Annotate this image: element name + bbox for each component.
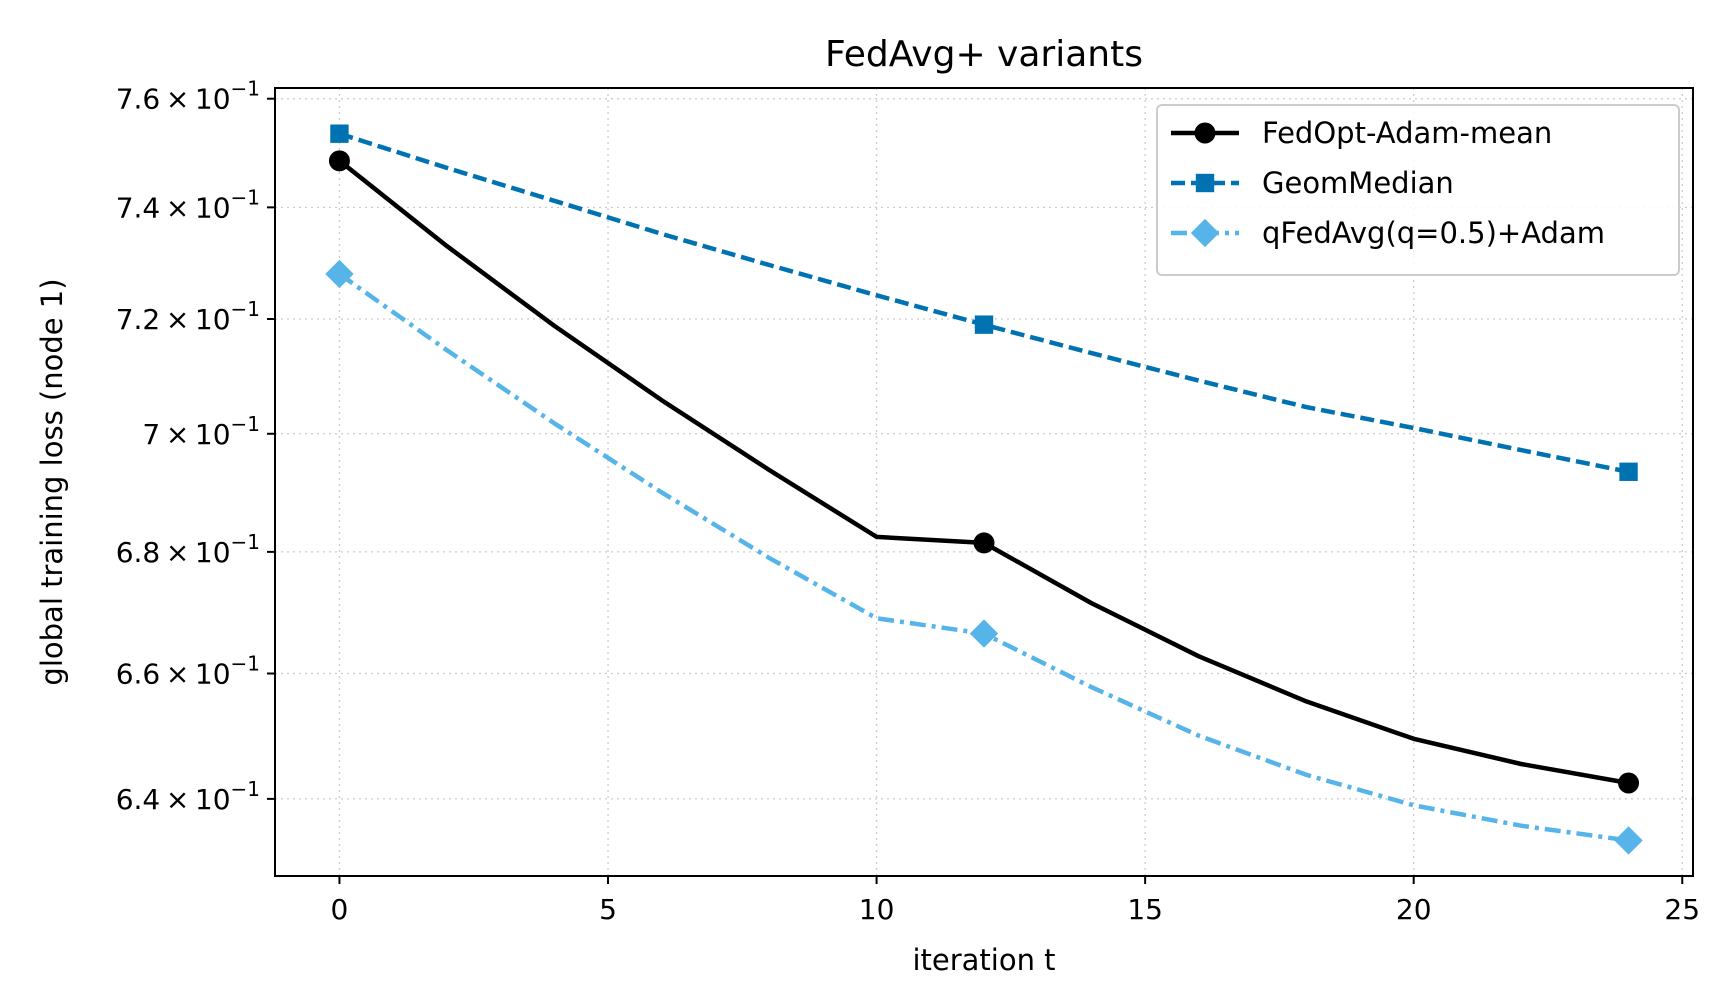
x-axis-label: iteration t xyxy=(912,943,1055,977)
legend-item: qFedAvg(q=0.5)+Adam xyxy=(1171,216,1605,250)
y-tick-label: 7.4 × 10−1 xyxy=(116,185,260,224)
y-tick-label: 6.6 × 10−1 xyxy=(116,652,260,691)
series-point xyxy=(328,150,350,172)
x-tick-label: 20 xyxy=(1396,893,1432,926)
series-line xyxy=(338,272,1629,843)
series-point xyxy=(1618,772,1640,794)
x-tick-label: 15 xyxy=(1127,893,1163,926)
y-tick-label: 6.4 × 10−1 xyxy=(116,777,260,816)
series-point xyxy=(325,259,354,289)
x-axis-ticks: 0 5 10 15 20 25 xyxy=(331,876,1700,926)
legend-label: FedOpt-Adam-mean xyxy=(1262,116,1552,150)
series-layer xyxy=(325,124,1643,855)
legend-label: qFedAvg(q=0.5)+Adam xyxy=(1262,216,1605,250)
chart-title: FedAvg+ variants xyxy=(825,34,1143,75)
y-tick-label: 7.2 × 10−1 xyxy=(116,297,260,336)
x-tick-label: 25 xyxy=(1664,893,1700,926)
y-tick-label: 6.8 × 10−1 xyxy=(116,530,260,569)
legend-label: GeomMedian xyxy=(1262,166,1454,200)
plot-frame xyxy=(274,87,1694,877)
legend-item: FedOpt-Adam-mean xyxy=(1171,116,1552,150)
series-point xyxy=(969,619,999,648)
legend-item: GeomMedian xyxy=(1171,166,1454,200)
legend-marker xyxy=(1190,218,1220,248)
x-tick-label: 5 xyxy=(599,893,617,926)
y-axis-ticks: 6.4 × 10−1 6.6 × 10−1 6.8 × 10−1 7 × 10−1 7.… xyxy=(116,77,275,816)
series-point xyxy=(974,315,994,334)
y-axis-label: global training loss (node 1) xyxy=(35,278,69,685)
series-point xyxy=(973,532,995,554)
series-1 xyxy=(330,124,1638,481)
x-tick-label: 0 xyxy=(331,893,349,926)
legend-box xyxy=(1156,104,1680,276)
series-point xyxy=(1614,826,1643,855)
series-2 xyxy=(325,259,1643,855)
y-tick-label: 7 × 10−1 xyxy=(142,412,260,451)
y-tick-label: 7.6 × 10−1 xyxy=(116,77,260,116)
series-0 xyxy=(328,150,1640,794)
legend: FedOpt-Adam-mean GeomMedian qFedAvg(q=0.5)… xyxy=(1156,104,1680,276)
series-point xyxy=(330,124,349,143)
series-point xyxy=(1619,462,1638,481)
x-tick-label: 10 xyxy=(859,893,895,926)
legend-marker xyxy=(1194,122,1216,144)
legend-marker xyxy=(1195,173,1215,193)
